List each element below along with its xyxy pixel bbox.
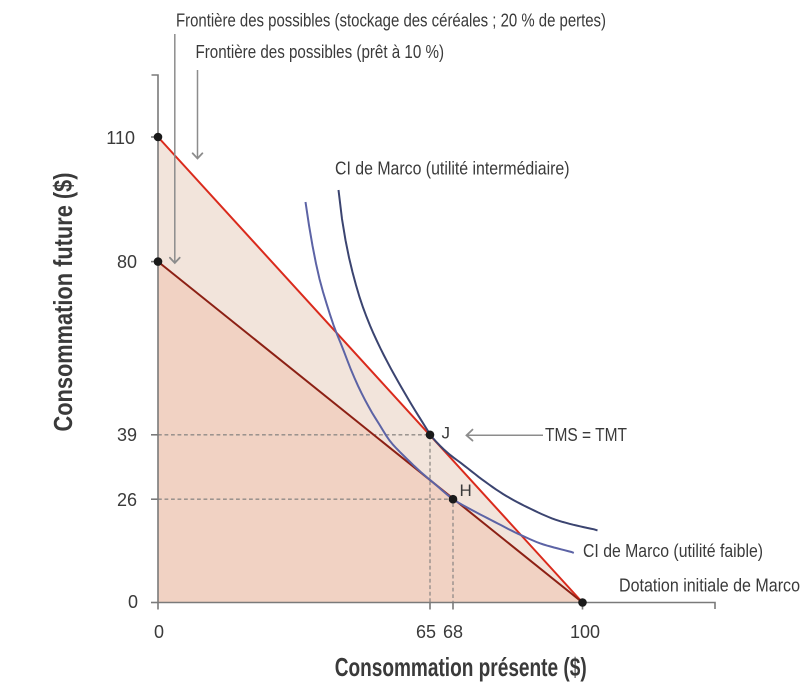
svg-text:CI de Marco (utilité faible): CI de Marco (utilité faible) (583, 541, 763, 561)
svg-text:Consommation future ($): Consommation future ($) (48, 173, 78, 432)
svg-text:Dotation initiale de Marco: Dotation initiale de Marco (619, 576, 800, 596)
svg-text:39: 39 (117, 425, 137, 445)
svg-text:80: 80 (117, 252, 137, 272)
svg-text:26: 26 (117, 490, 137, 510)
svg-text:Frontière des possibles (stock: Frontière des possibles (stockage des cé… (176, 11, 606, 31)
svg-text:0: 0 (154, 622, 164, 642)
svg-text:TMS = TMT: TMS = TMT (545, 425, 627, 445)
svg-text:110: 110 (106, 128, 135, 148)
svg-text:CI de Marco (utilité intermédi: CI de Marco (utilité intermédiaire) (335, 159, 570, 179)
svg-text:100: 100 (570, 622, 600, 642)
svg-text:68: 68 (443, 622, 463, 642)
svg-text:Consommation présente ($): Consommation présente ($) (335, 652, 587, 682)
svg-text:Frontière des possibles (prêt: Frontière des possibles (prêt à 10 %) (196, 42, 445, 62)
svg-text:0: 0 (128, 592, 138, 612)
svg-text:J: J (442, 424, 451, 443)
svg-text:H: H (460, 481, 472, 500)
svg-text:65: 65 (416, 622, 436, 642)
